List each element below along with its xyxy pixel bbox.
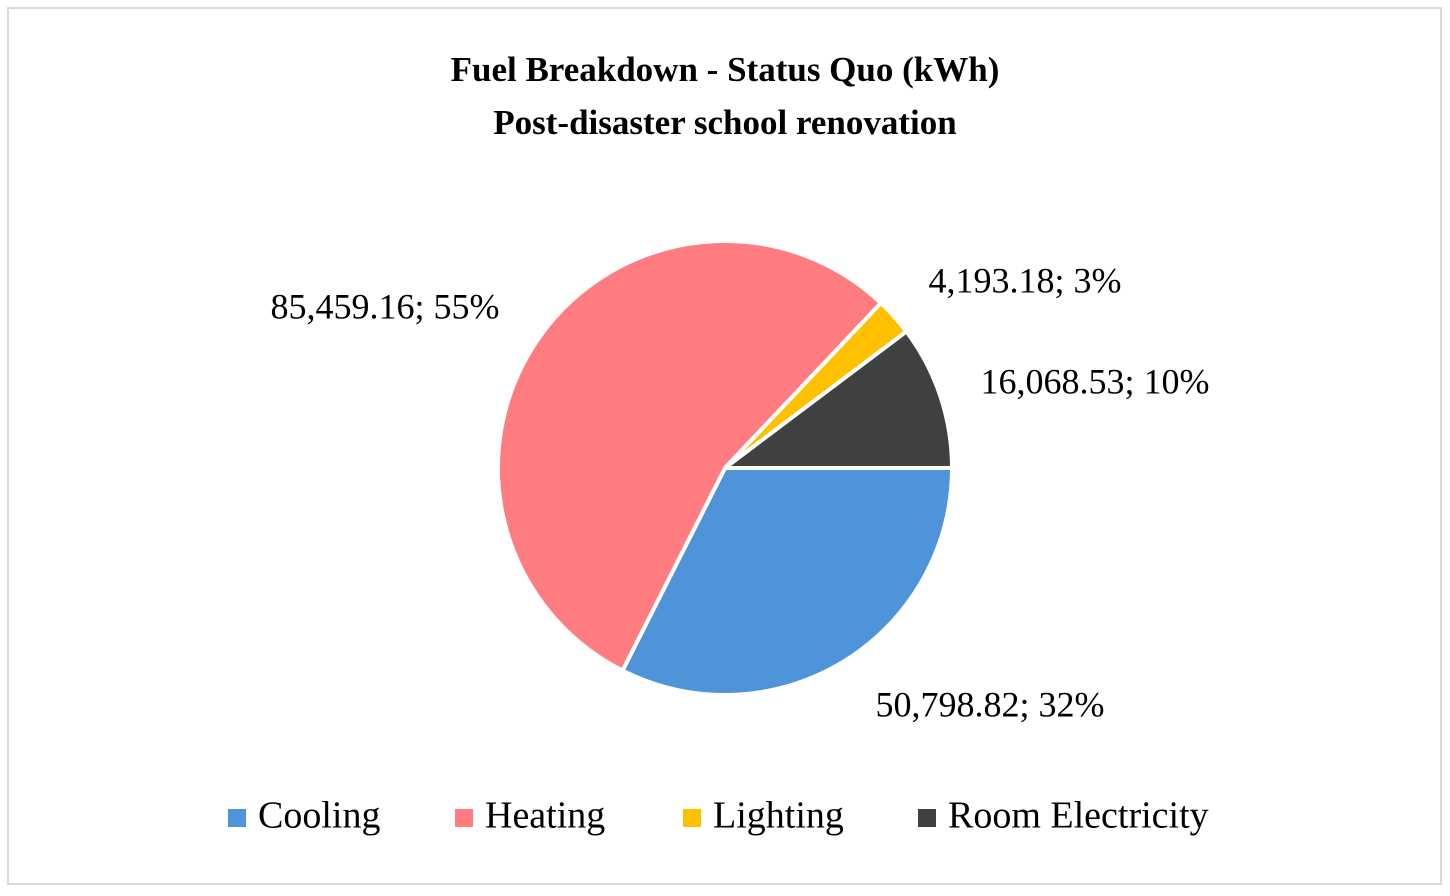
legend-label: Heating [485,795,605,837]
legend-label: Room Electricity [948,795,1209,837]
pie-slice [620,466,954,697]
pie-slice [496,239,883,673]
chart-title: Fuel Breakdown - Status Quo (kWh) [451,50,1000,89]
legend-swatch [918,809,936,827]
legend-label: Cooling [258,795,380,837]
legend-swatch [228,809,246,827]
pie-slice [723,329,954,470]
data-label: 85,459.16; 55% [271,286,500,326]
legend-label: Lighting [713,795,844,837]
data-label: 50,798.82; 32% [876,684,1105,724]
legend-swatch [455,809,473,827]
legend-swatch [683,809,701,827]
chart-subtitle: Post-disaster school renovation [493,103,956,142]
data-label: 4,193.18; 3% [929,260,1122,300]
data-label: 16,068.53; 10% [981,361,1210,401]
